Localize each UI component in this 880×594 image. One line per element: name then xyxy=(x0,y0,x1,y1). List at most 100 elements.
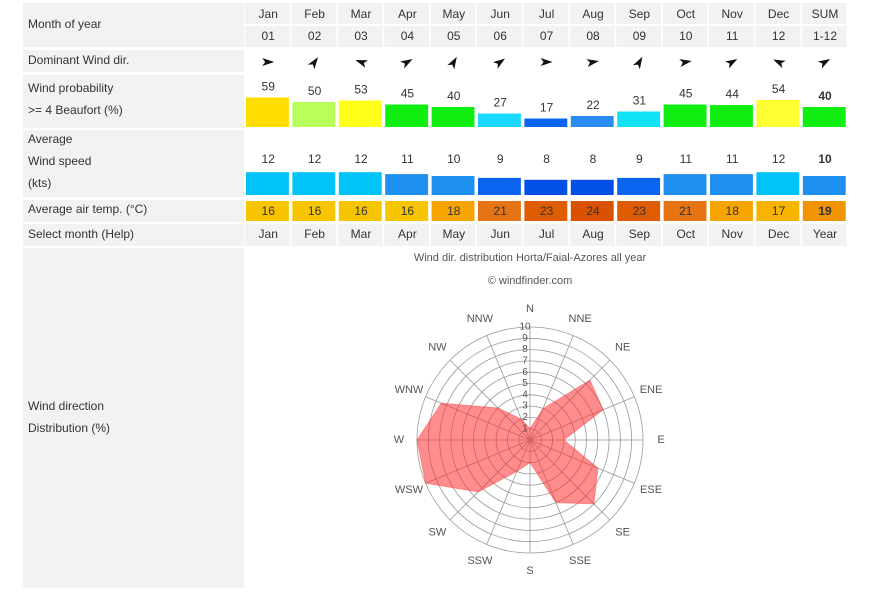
header-cell xyxy=(291,26,337,47)
header-cell xyxy=(662,3,708,24)
month-link[interactable]: Nov xyxy=(722,227,743,241)
month-link-cell xyxy=(523,224,569,246)
month-link[interactable]: Jun xyxy=(491,227,510,241)
month-link[interactable]: Feb xyxy=(304,227,325,241)
header-cell xyxy=(616,26,662,47)
ring-label: 10 xyxy=(519,322,531,333)
wind-arrow xyxy=(773,59,786,69)
speed-value: 12 xyxy=(262,152,276,166)
month-link[interactable]: Sep xyxy=(629,227,651,241)
header-cell xyxy=(616,3,662,24)
month-link[interactable]: Apr xyxy=(398,227,417,241)
speed-value: 11 xyxy=(401,152,414,166)
month-link[interactable]: Jan xyxy=(259,227,278,241)
header-cell xyxy=(245,3,290,24)
ring-label: 4 xyxy=(522,389,528,400)
month-number: 11 xyxy=(726,29,739,43)
month-link[interactable]: Aug xyxy=(582,227,603,241)
row-label-bg xyxy=(23,50,244,72)
month-link[interactable]: Jul xyxy=(539,227,554,241)
probability-value: 17 xyxy=(540,101,554,115)
probability-value: 40 xyxy=(447,89,461,103)
speed-bar xyxy=(478,177,521,195)
month-number: 1-12 xyxy=(813,29,837,43)
header-cell xyxy=(662,26,708,47)
direction-label: SSW xyxy=(467,555,493,567)
speed-bar xyxy=(570,179,614,195)
month-link-cell xyxy=(709,224,754,246)
row-label: Average xyxy=(28,132,73,146)
probability-bar xyxy=(246,97,289,127)
row-label: Wind probability xyxy=(28,81,113,95)
temp-cell xyxy=(524,201,568,221)
temp-cell xyxy=(710,201,753,221)
row-label-bg xyxy=(23,200,244,222)
header-cell xyxy=(709,3,754,24)
speed-value: 12 xyxy=(354,152,368,166)
direction-label: SSE xyxy=(569,555,591,567)
ring-label: 9 xyxy=(522,333,528,344)
month-link[interactable]: May xyxy=(442,227,465,241)
direction-label: E xyxy=(657,434,664,446)
probability-bar xyxy=(431,107,475,127)
probability-value: 31 xyxy=(633,94,647,108)
month-link-cell xyxy=(569,224,615,246)
wind-arrow xyxy=(355,59,369,68)
probability-bar xyxy=(338,100,382,127)
direction-label: ESE xyxy=(640,484,662,496)
month-number: 07 xyxy=(540,29,554,43)
speed-value: 11 xyxy=(680,152,693,166)
probability-bar xyxy=(385,104,429,127)
month-name: Feb xyxy=(304,7,325,21)
probability-bar xyxy=(710,105,753,127)
ring-label: 8 xyxy=(522,344,528,355)
month-link[interactable]: Dec xyxy=(768,227,789,241)
direction-label: WNW xyxy=(395,384,424,396)
header-cell xyxy=(801,3,847,24)
speed-value: 9 xyxy=(636,152,643,166)
wind-arrow xyxy=(400,59,413,69)
month-name: SUM xyxy=(812,7,839,21)
wind-arrow xyxy=(492,58,506,69)
probability-bar xyxy=(478,113,521,127)
month-number: 03 xyxy=(354,29,368,43)
month-number: 01 xyxy=(262,29,276,43)
probability-bar xyxy=(663,104,707,127)
wind-arrow xyxy=(307,57,319,70)
ring-label: 2 xyxy=(522,412,528,423)
month-link[interactable]: Oct xyxy=(676,227,695,241)
wind-arrow xyxy=(540,58,553,66)
direction-label: NW xyxy=(428,341,447,353)
month-name: Apr xyxy=(398,7,417,21)
direction-label: SW xyxy=(429,527,447,539)
temp-value: 21 xyxy=(679,204,693,218)
header-cell xyxy=(430,26,476,47)
temp-value: 17 xyxy=(772,204,786,218)
probability-value: 59 xyxy=(262,80,276,94)
row-label-bg xyxy=(23,75,244,128)
direction-label: NNW xyxy=(467,313,494,325)
probability-bar xyxy=(292,102,336,127)
month-number: 10 xyxy=(679,29,693,43)
speed-value: 12 xyxy=(308,152,322,166)
speed-bar xyxy=(617,177,661,195)
temp-value: 18 xyxy=(447,204,461,218)
header-cell xyxy=(384,26,430,47)
month-link[interactable]: Mar xyxy=(351,227,372,241)
header-cell xyxy=(337,26,383,47)
month-number: 02 xyxy=(308,29,322,43)
month-name: Jan xyxy=(259,7,278,21)
month-name: Nov xyxy=(722,7,743,21)
speed-bar xyxy=(524,179,568,195)
wind-arrow xyxy=(447,56,457,70)
row-label: >= 4 Beaufort (%) xyxy=(28,103,123,117)
month-number: 04 xyxy=(401,29,415,43)
temp-value: 21 xyxy=(494,204,508,218)
month-link[interactable]: Year xyxy=(813,227,837,241)
month-name: Dec xyxy=(768,7,789,21)
row-label: Month of year xyxy=(28,17,101,31)
row-label: Wind speed xyxy=(28,154,91,168)
probability-bar xyxy=(756,100,800,127)
